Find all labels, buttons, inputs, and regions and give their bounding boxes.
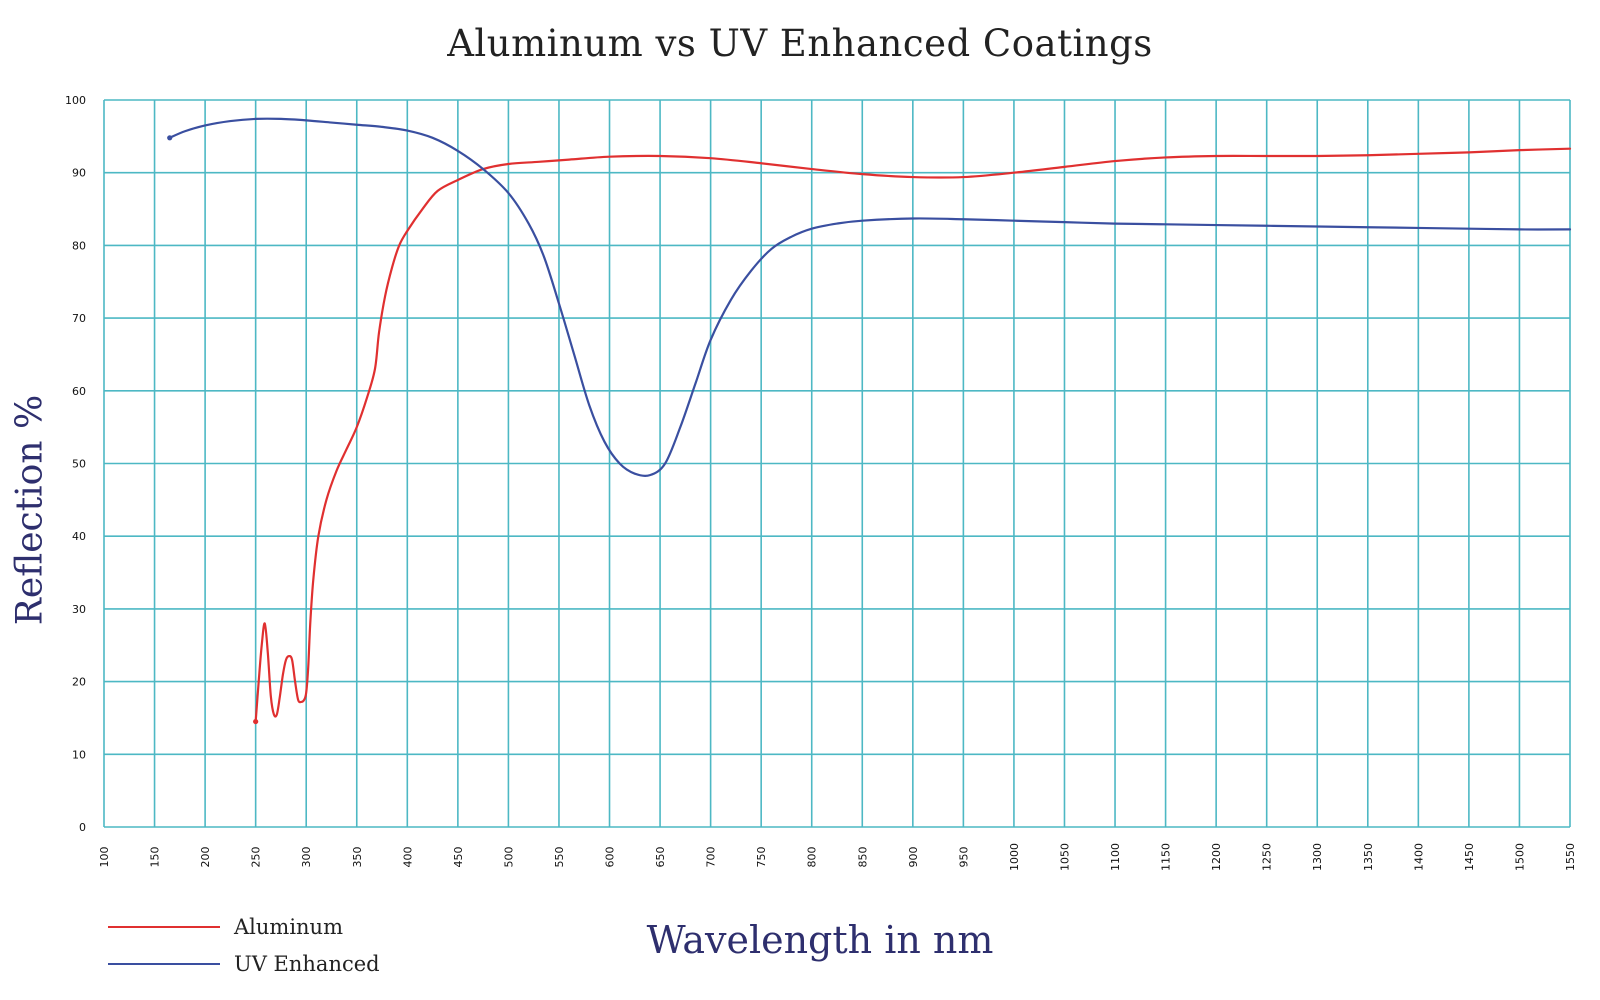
- x-tick-label: 450: [452, 847, 465, 868]
- y-tick-label: 70: [72, 312, 86, 325]
- y-tick-label: 60: [72, 385, 86, 398]
- y-tick-label: 80: [72, 239, 86, 252]
- x-tick-label: 1550: [1564, 843, 1577, 871]
- y-tick-label: 40: [72, 530, 86, 543]
- series-line-uv-enhanced: [168, 117, 1572, 478]
- series-start-point-aluminum: [253, 718, 259, 725]
- x-tick-label: 950: [957, 847, 970, 868]
- x-tick-label: 100: [98, 847, 111, 868]
- legend-label-aluminum: Aluminum: [234, 914, 343, 939]
- x-tick-label: 650: [654, 847, 667, 868]
- x-tick-label: 1500: [1513, 843, 1526, 871]
- x-tick-label: 850: [856, 847, 869, 868]
- x-tick-label: 1350: [1362, 843, 1375, 871]
- legend: Aluminum UV Enhanced: [108, 908, 448, 988]
- x-tick-label: 1400: [1412, 843, 1425, 871]
- x-tick-label: 150: [149, 847, 162, 868]
- legend-item-aluminum: Aluminum: [108, 908, 448, 945]
- x-tick-label: 900: [907, 847, 920, 868]
- x-tick-label: 1450: [1463, 843, 1476, 871]
- y-tick-label: 100: [65, 94, 86, 107]
- x-tick-label: 250: [250, 847, 263, 868]
- x-tick-label: 1250: [1261, 843, 1274, 871]
- legend-item-uv-enhanced: UV Enhanced: [108, 945, 448, 982]
- x-tick-label: 1050: [1058, 843, 1071, 871]
- x-tick-label: 600: [604, 847, 617, 868]
- x-tick-label: 300: [300, 847, 313, 868]
- legend-swatch-aluminum: [108, 925, 220, 928]
- series-start-point-uv-enhanced: [167, 135, 173, 141]
- x-tick-label: 350: [351, 847, 364, 868]
- y-tick-label: 20: [72, 676, 86, 689]
- x-tick-label: 1150: [1160, 843, 1173, 871]
- x-tick-label: 700: [705, 847, 718, 868]
- y-tick-label: 50: [72, 458, 86, 471]
- x-tick-label: 1200: [1210, 843, 1223, 871]
- y-tick-label: 30: [72, 603, 86, 616]
- y-tick-label: 90: [72, 167, 86, 180]
- x-tick-label: 500: [502, 847, 515, 868]
- x-tick-label: 1300: [1311, 843, 1324, 871]
- y-axis-label: Reflection %: [9, 394, 51, 626]
- y-tick-label: 10: [72, 748, 86, 761]
- x-tick-label: 1000: [1008, 843, 1021, 871]
- x-tick-label: 200: [199, 847, 212, 868]
- legend-swatch-uv-enhanced: [108, 962, 220, 965]
- x-tick-label: 750: [755, 847, 768, 868]
- x-tick-label: 800: [806, 847, 819, 868]
- x-axis-label: Wavelength in nm: [646, 918, 994, 962]
- x-tick-label: 1100: [1109, 843, 1122, 871]
- x-tick-label: 550: [553, 847, 566, 868]
- chart-title: Aluminum vs UV Enhanced Coatings: [447, 22, 1153, 65]
- x-tick-label: 400: [401, 847, 414, 868]
- series-line-aluminum: [254, 147, 1572, 723]
- legend-label-uv-enhanced: UV Enhanced: [234, 951, 380, 976]
- y-tick-label: 0: [79, 821, 86, 834]
